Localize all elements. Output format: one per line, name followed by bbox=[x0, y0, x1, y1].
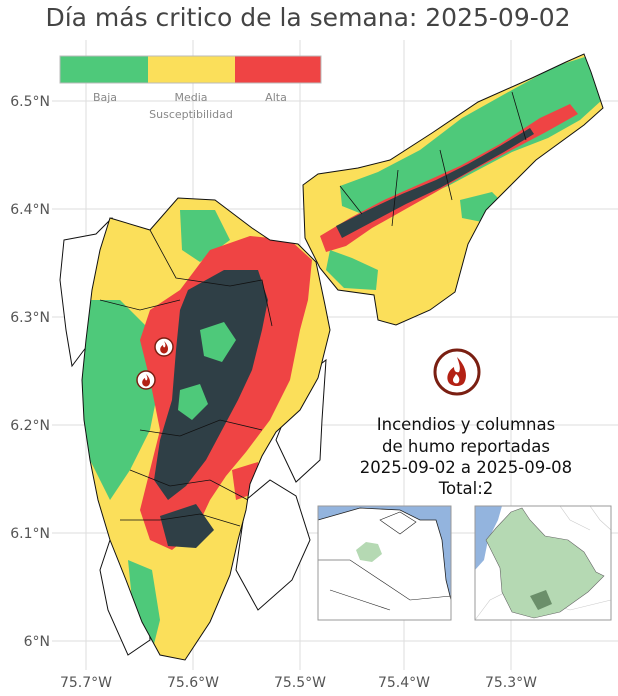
y-tick-label: 6.1°N bbox=[10, 526, 50, 542]
legend-swatch-medium bbox=[148, 56, 235, 83]
legend-title: Susceptibilidad bbox=[149, 108, 233, 121]
legend-label-high: Alta bbox=[265, 91, 287, 104]
annotation-line-1: Incendios y columnas bbox=[377, 415, 555, 434]
fire-icon[interactable] bbox=[154, 337, 174, 357]
y-tick-label: 6.5°N bbox=[10, 94, 50, 110]
country-inset-map bbox=[317, 505, 452, 621]
northeast-region bbox=[302, 53, 604, 326]
annotation-line-4: Total:2 bbox=[438, 479, 494, 498]
legend-swatch-low bbox=[60, 56, 148, 83]
y-tick-label: 6.2°N bbox=[10, 418, 50, 434]
x-tick-label: 75.4°W bbox=[378, 675, 430, 691]
legend-label-low: Baja bbox=[93, 91, 117, 104]
department-inset-map bbox=[474, 505, 612, 621]
x-axis-labels: 75.7°W 75.6°W 75.5°W 75.4°W 75.3°W bbox=[60, 675, 537, 691]
fire-markers bbox=[136, 337, 174, 390]
x-tick-label: 75.7°W bbox=[60, 675, 112, 691]
susceptibility-legend: Baja Media Alta Susceptibilidad bbox=[59, 55, 322, 121]
annotation-line-2: de humo reportadas bbox=[382, 437, 550, 456]
x-tick-label: 75.6°W bbox=[167, 675, 219, 691]
y-tick-label: 6.4°N bbox=[10, 202, 50, 218]
map-title: Día más critico de la semana: 2025-09-02 bbox=[45, 3, 570, 32]
y-axis-labels: 6.5°N 6.4°N 6.3°N 6.2°N 6.1°N 6°N bbox=[10, 94, 50, 650]
legend-swatch-high bbox=[235, 56, 321, 83]
y-tick-label: 6.3°N bbox=[10, 310, 50, 326]
x-tick-label: 75.3°W bbox=[485, 675, 537, 691]
x-tick-label: 75.5°W bbox=[274, 675, 326, 691]
legend-label-medium: Media bbox=[174, 91, 207, 104]
annotation-line-3: 2025-09-02 a 2025-09-08 bbox=[360, 458, 572, 477]
y-tick-label: 6°N bbox=[24, 634, 50, 650]
main-region bbox=[81, 197, 331, 661]
fire-icon bbox=[433, 348, 481, 396]
fire-icon[interactable] bbox=[136, 370, 156, 390]
fire-report-annotation: Incendios y columnas de humo reportadas … bbox=[360, 415, 572, 498]
